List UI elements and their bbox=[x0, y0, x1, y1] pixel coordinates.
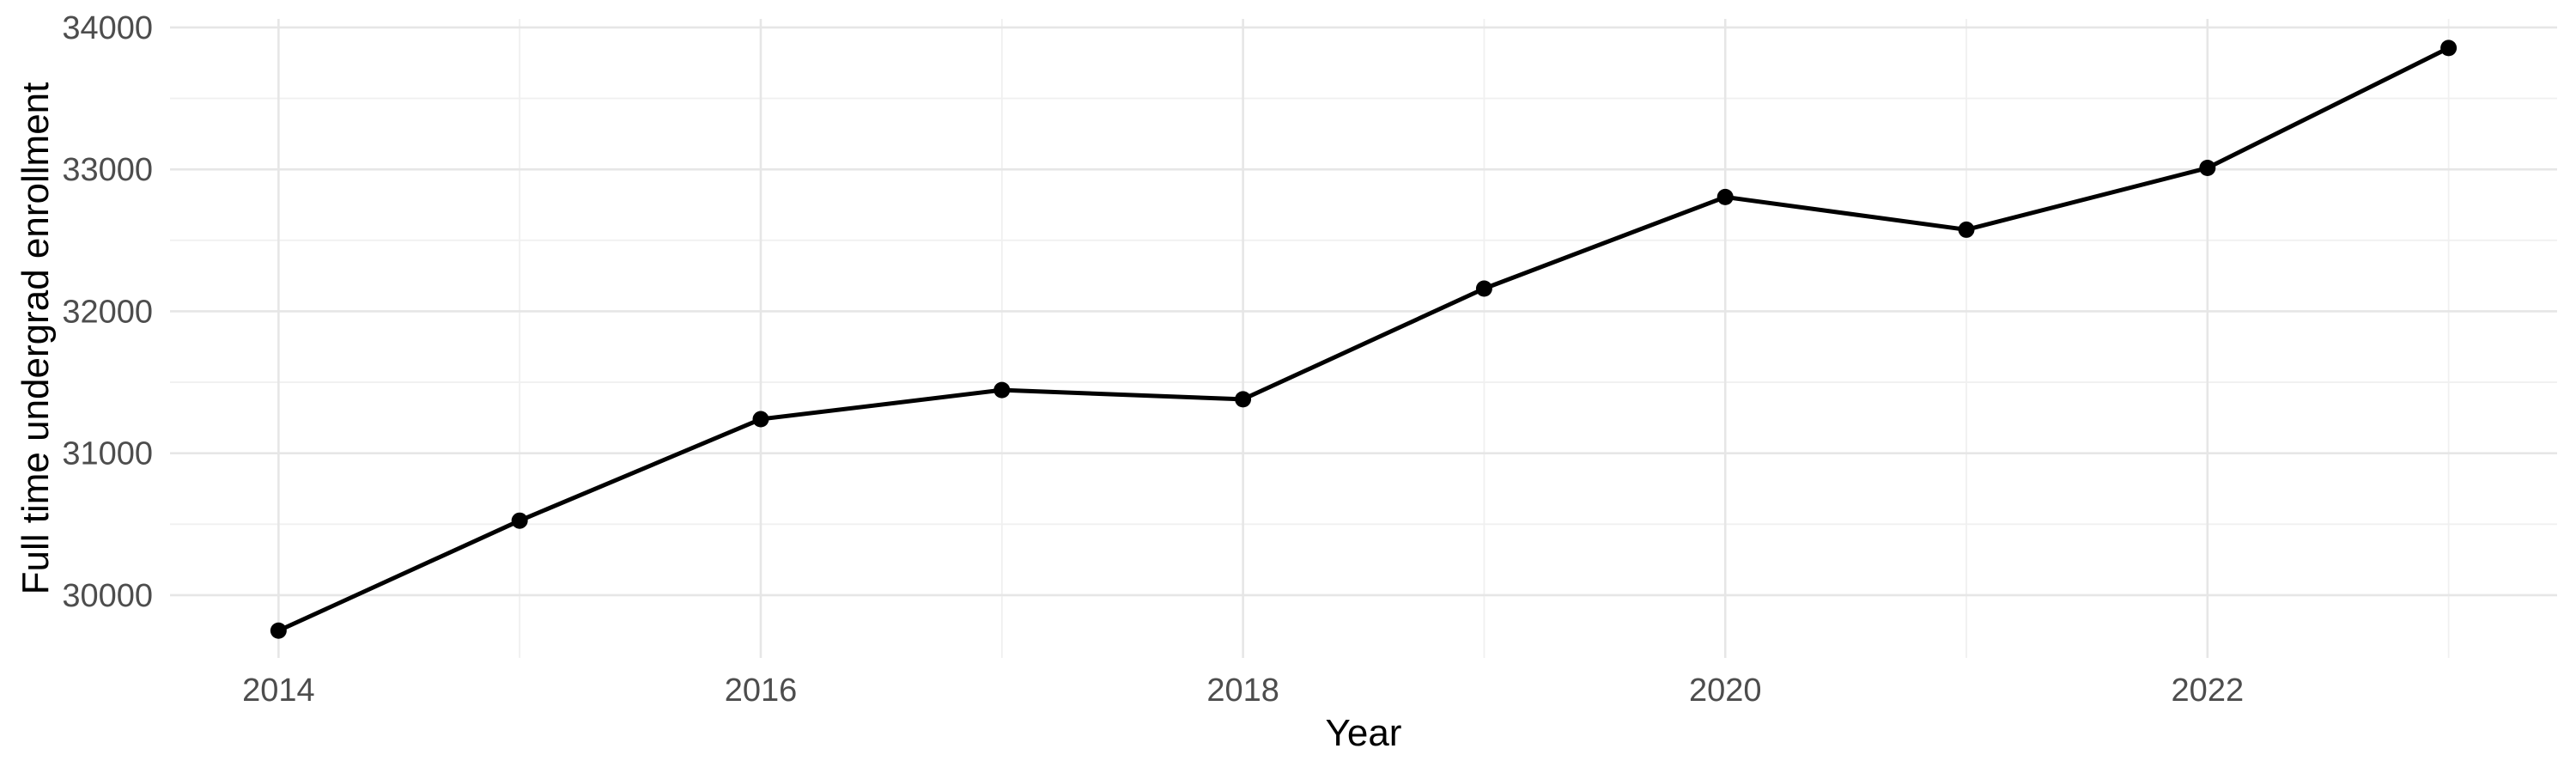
data-points bbox=[270, 40, 2458, 639]
data-point bbox=[993, 381, 1011, 399]
y-axis-tick-labels: 30000 31000 32000 33000 34000 bbox=[62, 10, 153, 614]
data-point bbox=[752, 411, 769, 428]
data-point bbox=[1475, 280, 1492, 297]
x-axis-title: Year bbox=[1326, 712, 1402, 754]
data-point bbox=[270, 622, 287, 639]
x-tick-label: 2022 bbox=[2172, 673, 2245, 709]
gridlines-minor bbox=[170, 19, 2557, 658]
enrollment-line bbox=[276, 46, 2451, 633]
gridlines-major bbox=[170, 19, 2557, 658]
x-tick-label: 2018 bbox=[1206, 673, 1279, 709]
data-point bbox=[2199, 160, 2216, 177]
data-point bbox=[2440, 40, 2458, 57]
y-tick-label: 34000 bbox=[62, 10, 153, 46]
x-axis-tick-labels: 2014 2016 2018 2020 2022 bbox=[242, 673, 2244, 709]
y-tick-label: 31000 bbox=[62, 436, 153, 472]
x-tick-label: 2020 bbox=[1689, 673, 1762, 709]
x-tick-label: 2014 bbox=[242, 673, 315, 709]
y-tick-label: 30000 bbox=[62, 578, 153, 614]
y-tick-label: 33000 bbox=[62, 152, 153, 188]
data-point bbox=[1958, 221, 1975, 238]
data-point bbox=[1235, 391, 1252, 408]
data-point bbox=[1716, 188, 1734, 205]
y-axis-title: Full time undergrad enrollment bbox=[15, 82, 57, 595]
x-tick-label: 2016 bbox=[725, 673, 798, 709]
y-tick-label: 32000 bbox=[62, 294, 153, 330]
data-point bbox=[511, 512, 528, 529]
